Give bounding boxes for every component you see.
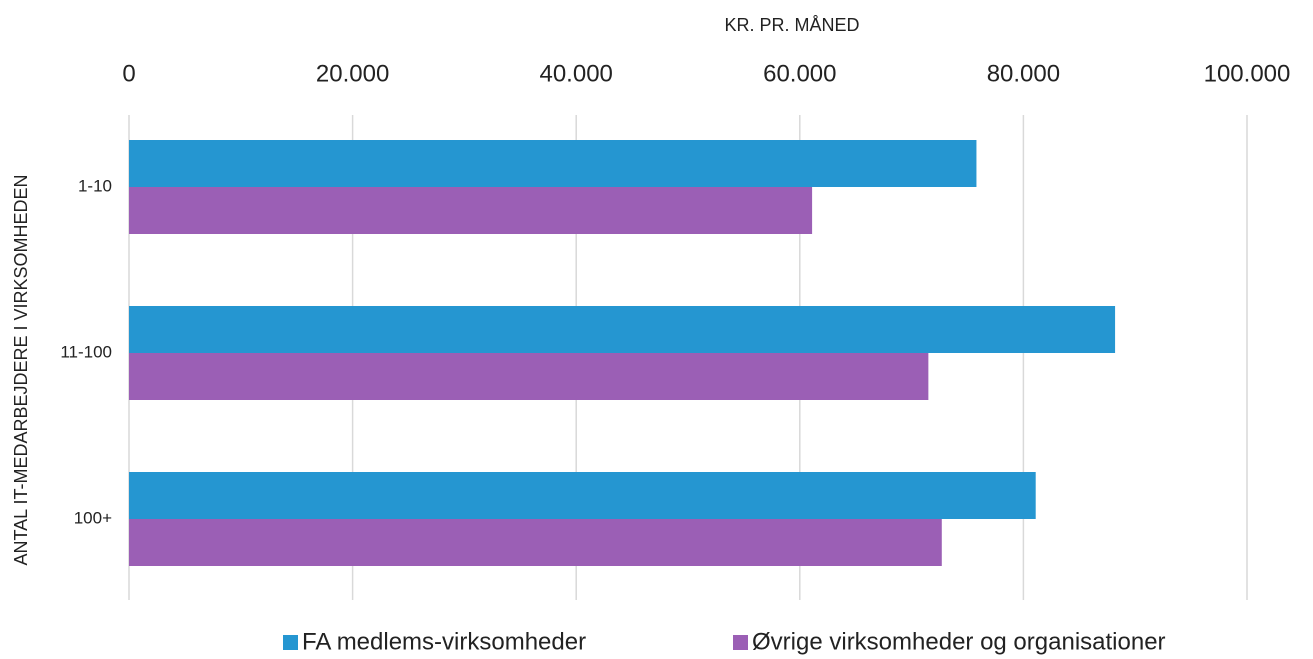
y-axis-title: ANTAL IT-MEDARBEJDERE I VIRKSOMHEDEN [11, 174, 31, 565]
x-tick-label: 40.000 [539, 60, 612, 87]
bar [129, 353, 929, 400]
legend-swatch [733, 635, 748, 650]
legend-label: FA medlems-virksomheder [302, 628, 586, 655]
y-tick-label: 100+ [74, 508, 112, 527]
bar [129, 306, 1116, 353]
bar [129, 140, 977, 187]
x-tick-label: 80.000 [987, 60, 1060, 87]
bar [129, 472, 1036, 519]
bar [129, 519, 942, 566]
legend-swatch [283, 635, 298, 650]
y-tick-label: 1-10 [78, 176, 112, 195]
x-tick-label: 20.000 [316, 60, 389, 87]
x-axis-title: KR. PR. MÅNED [724, 15, 859, 35]
bar [129, 187, 813, 234]
x-tick-label: 60.000 [763, 60, 836, 87]
x-tick-label: 0 [122, 60, 135, 87]
x-tick-label: 100.000 [1204, 60, 1291, 87]
legend-label: Øvrige virksomheder og organisationer [752, 628, 1166, 655]
y-tick-label: 11-100 [60, 342, 112, 361]
